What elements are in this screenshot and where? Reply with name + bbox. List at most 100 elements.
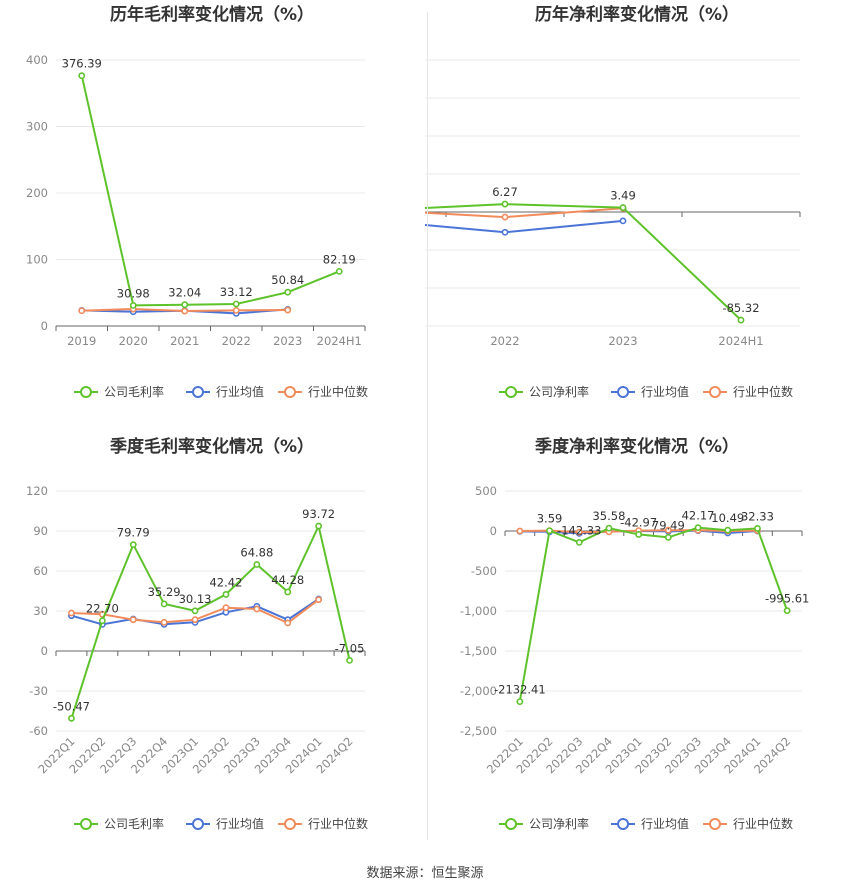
data-point	[284, 288, 292, 296]
data-source-footer: 数据来源：恒生聚源	[366, 866, 484, 881]
data-point	[129, 541, 137, 549]
y-tick-label: 500	[475, 484, 497, 498]
data-label: 22.70	[86, 602, 119, 616]
y-tick-label: 120	[26, 484, 48, 498]
y-tick-label: -1,000	[460, 604, 497, 618]
legend-label: 公司净利率	[529, 384, 589, 399]
data-label: -995.61	[765, 592, 809, 606]
data-point	[619, 217, 627, 225]
annual-net-chart: 历年净利率变化情况（%）-90-60-300306090120201920202…	[425, 4, 801, 399]
data-point	[783, 607, 791, 615]
y-tick-label: 100	[26, 253, 48, 267]
data-point	[284, 306, 292, 314]
data-point	[232, 306, 240, 314]
x-tick-label: 2021	[170, 334, 199, 348]
legend-marker	[80, 386, 92, 398]
quarterly-net-chart: 季度净利率变化情况（%） -2,500 -2,000 -1,500 -1,000 -500…	[460, 436, 809, 831]
data-label: 64.88	[240, 545, 273, 559]
data-label: 82.19	[323, 252, 356, 266]
legend-marker	[284, 386, 296, 398]
data-point	[501, 200, 509, 208]
series-line-2	[425, 207, 624, 219]
x-tick-label: 2024H1	[317, 334, 362, 348]
y-tick-label: -2,500	[460, 724, 497, 738]
data-point	[724, 526, 732, 534]
chart-panel-quarterly-gross: 季度毛利率变化情况（%） -60 -30 0 30 60 90 120 2022Q1 2022Q2…	[0, 430, 425, 860]
legend-label: 行业中位数	[733, 384, 793, 399]
legend-label: 公司毛利率	[104, 384, 164, 399]
data-label: -42.97	[620, 515, 657, 529]
data-label: 30.13	[179, 592, 212, 606]
data-point	[635, 531, 643, 538]
data-point	[253, 561, 261, 568]
x-tick-label: 2024H1	[718, 334, 763, 348]
y-tick-label: 400	[26, 53, 48, 67]
y-tick-label: 30	[33, 604, 48, 618]
chart-title: 季度净利率变化情况（%）	[535, 436, 739, 457]
data-point	[605, 524, 613, 532]
data-point	[315, 522, 323, 530]
data-point	[284, 619, 292, 627]
data-point	[129, 616, 137, 624]
y-tick-label: -500	[471, 564, 497, 578]
data-label: 32.33	[741, 509, 774, 523]
data-point	[181, 307, 189, 315]
chart-panel-annual-net: 历年净利率变化情况（%）-90-60-300306090120201920202…	[425, 0, 850, 430]
chart-panel-quarterly-net: 季度净利率变化情况（%） -2,500 -2,000 -1,500 -1,000 -500…	[425, 430, 850, 860]
legend-marker	[617, 818, 629, 830]
data-label: 6.27	[492, 185, 518, 199]
chart-panel-annual-gross: 历年毛利率变化情况（%） 0 100 200 300 400 2019 2020 2021 202…	[0, 0, 425, 430]
data-label: 33.12	[220, 285, 253, 299]
y-tick-label: -60	[29, 724, 48, 738]
x-tick-label: 2023	[608, 334, 637, 348]
panel-divider	[427, 12, 428, 840]
data-point	[501, 213, 509, 221]
data-point	[160, 600, 168, 608]
legend-label: 公司净利率	[529, 816, 589, 831]
data-label: 376.39	[62, 57, 102, 71]
legend-marker	[709, 386, 721, 398]
legend-marker	[617, 386, 629, 398]
y-tick-label: 300	[26, 120, 48, 134]
data-point	[315, 596, 323, 604]
y-tick-label: 60	[33, 564, 48, 578]
data-point	[284, 588, 292, 596]
data-label: -50.47	[53, 699, 90, 713]
chart-title: 季度毛利率变化情况（%）	[110, 436, 314, 457]
data-label: 35.29	[148, 585, 181, 599]
data-label: -85.32	[722, 301, 759, 315]
legend-label: 行业均值	[216, 384, 264, 399]
y-tick-label: 0	[41, 319, 48, 333]
legend-marker	[192, 386, 204, 398]
legend-marker	[284, 818, 296, 830]
data-label: 42.17	[682, 509, 715, 523]
y-tick-label: -2,000	[460, 684, 497, 698]
annual-gross-chart: 历年毛利率变化情况（%） 0 100 200 300 400 2019 2020 2021 202…	[26, 4, 368, 399]
data-label: -2132.41	[494, 683, 546, 697]
legend-label: 行业中位数	[308, 816, 368, 831]
legend-label: 行业中位数	[308, 384, 368, 399]
data-point	[78, 307, 86, 315]
y-tick-label: -30	[29, 684, 48, 698]
data-point	[754, 525, 761, 532]
data-point	[181, 301, 189, 309]
legend-marker	[192, 818, 204, 830]
y-tick-label: 0	[41, 644, 48, 658]
legend-marker	[709, 818, 721, 830]
data-label: -142.33	[557, 523, 601, 537]
y-tick-label: 0	[490, 524, 497, 538]
data-label: 42.42	[209, 575, 242, 589]
quarterly-gross-chart: 季度毛利率变化情况（%）-60-3003060901202022Q12022Q2…	[26, 436, 368, 831]
x-tick-label: 2020	[119, 334, 148, 348]
data-point	[516, 698, 524, 705]
data-label: -7.05	[335, 641, 365, 655]
data-label: 50.84	[271, 273, 304, 287]
y-tick-label: -1,500	[460, 644, 497, 658]
data-point	[78, 72, 86, 80]
series-line-0	[80, 75, 340, 307]
data-point	[619, 204, 627, 211]
legend-marker	[505, 818, 517, 830]
legend-marker	[80, 818, 92, 830]
data-point	[129, 301, 137, 309]
legend-label: 行业均值	[641, 816, 689, 831]
